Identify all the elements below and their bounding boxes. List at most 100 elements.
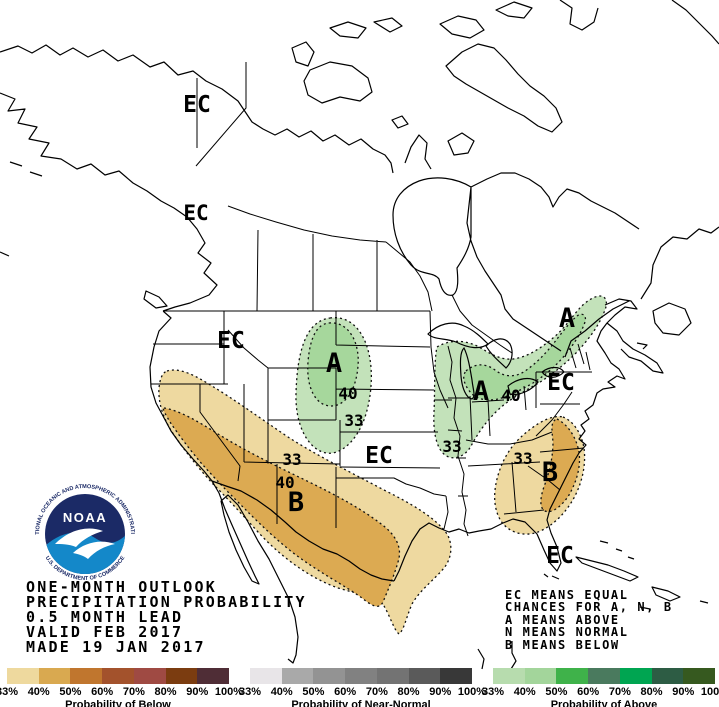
colorbar-segment (281, 668, 314, 684)
noaa-logo: NOAA NATIONAL OCEANIC AND ATMOSPHERIC AD… (31, 480, 139, 588)
colorbar-strip (7, 668, 230, 684)
colorbar-caption: Probability of Above (550, 699, 658, 707)
colorbar-segment (493, 668, 525, 684)
colorbar-ticks: 33% 40% 50% 60% 70% 80% 90% 100% (482, 686, 719, 698)
colorbar-segment (70, 668, 103, 684)
legend-abbreviation-note: EC MEANS EQUAL CHANCES FOR A, N, B A MEA… (505, 589, 673, 651)
colorbar-caption: Probability of Below (65, 699, 171, 707)
note-line: B MEANS BELOW (505, 637, 620, 652)
logo-bird-icon (55, 528, 115, 559)
colorbar-tick-label: 33% (0, 686, 19, 698)
colorbar-strip (493, 668, 716, 684)
coastline (0, 0, 719, 670)
colorbar-tick-label: 70% (365, 686, 388, 698)
colorbar-segment (250, 668, 282, 684)
map-label-a: A (473, 376, 489, 407)
colorbar-tick-label: 90% (186, 686, 209, 698)
map-label-33: 33 (344, 411, 363, 430)
colorbar: 33% 40% 50% 60% 70% 80% 90% 100% Probability of … (239, 668, 486, 707)
title-line: 0.5 MONTH LEAD (26, 608, 184, 626)
great-lakes (427, 322, 565, 400)
title-line: VALID FEB 2017 (26, 623, 184, 641)
title-line: ONE-MONTH OUTLOOK (26, 578, 217, 596)
colorbar-tick-label: 40% (513, 686, 536, 698)
colorbar-segment (345, 668, 377, 684)
colorbar-tick-label: 50% (302, 686, 325, 698)
colorbar-tick-label: 40% (270, 686, 293, 698)
forecast-regions (158, 295, 607, 635)
colorbar-segment (408, 668, 441, 684)
colorbar-ticks: 33% 40% 50% 60% 70% 80% 90% 100% (239, 686, 486, 698)
colorbar-tick-label: 80% (640, 686, 663, 698)
note-line: EC MEANS EQUAL (505, 588, 629, 602)
map-label-40: 40 (501, 386, 520, 405)
colorbar-tick-label: 33% (238, 686, 262, 698)
colorbar-tick-label: 50% (59, 686, 82, 698)
map-label-b: B (542, 457, 558, 488)
map-label-ec: EC (217, 328, 245, 354)
colorbar-tick-label: 50% (545, 686, 568, 698)
map-label-ec: EC (183, 201, 208, 225)
colorbar-segment (197, 668, 230, 684)
colorbar-segment (556, 668, 589, 684)
colorbar-segment (7, 668, 39, 684)
colorbar-tick-label: 70% (122, 686, 145, 698)
map-label-33: 33 (442, 437, 461, 456)
map-label-ec: EC (546, 543, 574, 569)
colorbar-tick-label: 60% (334, 686, 357, 698)
region-below-southeast-40 (540, 418, 581, 513)
colorbar-segment (102, 668, 134, 684)
colorbar-tick-label: 80% (397, 686, 420, 698)
map-label-ec: EC (183, 92, 211, 118)
map-title: ONE-MONTH OUTLOOK PRECIPITATION PROBABIL… (26, 580, 307, 655)
colorbar-strip (250, 668, 473, 684)
map-label-ec: EC (547, 370, 575, 396)
map-label-b: B (288, 487, 304, 518)
map-label-33: 33 (282, 450, 301, 469)
colorbar-tick-label: 100% (700, 686, 719, 698)
colorbar: 33% 40% 50% 60% 70% 80% 90% 100% Probability of … (0, 668, 243, 707)
colorbar-ticks: 33% 40% 50% 60% 70% 80% 90% 100% (0, 686, 243, 698)
colorbar-segment (651, 668, 684, 684)
colorbar-tick-label: 60% (91, 686, 114, 698)
map-label-a: A (559, 303, 575, 334)
map-label-a: A (326, 348, 342, 379)
colorbar-tick-label: 60% (577, 686, 600, 698)
logo-noaa-text: NOAA (63, 510, 107, 525)
note-line: CHANCES FOR A, N, B (505, 600, 673, 615)
colorbar-tick-label: 80% (154, 686, 177, 698)
colorbar-caption: Probability of Near-Normal (291, 699, 431, 707)
colorbar-segment (376, 668, 409, 684)
colorbar-segment (440, 668, 473, 684)
colorbar-tick-label: 100% (457, 686, 487, 698)
colorbar-segment (165, 668, 198, 684)
colorbar-segment (38, 668, 71, 684)
map-label-40: 40 (338, 384, 357, 403)
title-line: MADE 19 JAN 2017 (26, 638, 206, 656)
map-label-33: 33 (513, 449, 532, 468)
colorbar-tick-label: 100% (214, 686, 244, 698)
region-above-plains-40 (307, 322, 359, 407)
colorbar-segment (524, 668, 557, 684)
region-above-greatlakes-40 (463, 313, 587, 401)
note-line: A MEANS ABOVE (505, 612, 620, 627)
note-line: N MEANS NORMAL (505, 625, 629, 640)
map-label-ec: EC (365, 443, 393, 469)
title-line: PRECIPITATION PROBABILITY (26, 593, 307, 611)
colorbar-segment (683, 668, 716, 684)
colorbar-segment (313, 668, 346, 684)
state-borders (151, 62, 592, 537)
region-below-southwest-40 (162, 407, 401, 608)
colorbar: 33% 40% 50% 60% 70% 80% 90% 100% Probability of … (482, 668, 719, 707)
map-label-40: 40 (275, 473, 294, 492)
colorbar-tick-label: 33% (481, 686, 505, 698)
colorbar-segment (588, 668, 620, 684)
colorbar-tick-label: 70% (608, 686, 631, 698)
colorbar-tick-label: 40% (27, 686, 50, 698)
colorbar-segment (619, 668, 652, 684)
colorbar-segment (133, 668, 166, 684)
colorbar-tick-label: 90% (429, 686, 452, 698)
